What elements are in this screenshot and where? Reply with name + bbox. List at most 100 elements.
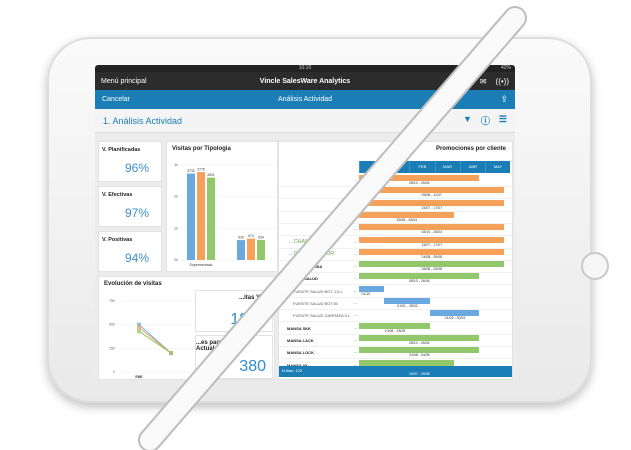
bar (237, 240, 245, 260)
pactadas-label: ...es pactadas Mes Actual (196, 340, 249, 352)
gantt-footer: N.filas: 120 15/07 - 25/08 (279, 366, 512, 377)
collapse-icon[interactable]: − (354, 190, 357, 197)
row-label: ...CHAN (289, 238, 310, 245)
gantt-row[interactable]: ...CHAN − 15/07 - 17/07 (279, 236, 512, 249)
promociones-gantt: Promociones por cliente ENE FEB MAR ABR MAY … (278, 141, 513, 380)
collapse-icon[interactable]: − (354, 214, 357, 221)
kpi-label: V. Efectivas (102, 192, 133, 198)
gantt-row[interactable]: FAVORITA MANSA − 26/08 - 05/08 (279, 261, 512, 274)
promotion-dates: 01/01 - 28/02 (397, 304, 418, 308)
data-point (169, 351, 173, 356)
promotion-dates: 15/07 - 17/07 (421, 242, 443, 247)
row-label: MANSA LACK (287, 337, 314, 343)
gantt-row[interactable]: − 05/08 - 11/07 (279, 187, 512, 200)
bar (207, 177, 215, 260)
data-point (137, 329, 141, 334)
y-tick-label: 0 (113, 370, 115, 374)
menu-icon[interactable]: ☰ (498, 114, 507, 124)
visitas-pactadas-card: ...es pactadas Mes Actual 380 (195, 335, 273, 379)
chart-title: Evolución de visitas (104, 281, 162, 287)
bar-data-label: 2601 (207, 173, 215, 177)
action-bar: Cancelar Análisis Actividad ⇪ (95, 90, 515, 109)
gantt-row[interactable]: FUENTE SALUD BOT 1,5 L −01/10 (279, 285, 512, 298)
app-screen: 10:10 42% Menú principal Vincle SalesWar… (95, 65, 515, 380)
gantt-row[interactable]: − 08/10 - 26/04 (279, 175, 512, 187)
promotion-bar[interactable] (359, 359, 454, 366)
ytd-value: 1812 (230, 311, 266, 328)
collapse-icon[interactable]: − (354, 251, 357, 258)
line-series (138, 330, 172, 354)
gantt-row[interactable]: MANSA LACK − 08/10 - 26/04 (279, 334, 512, 347)
app-title: Vincle SalesWare Analytics (259, 77, 351, 85)
promotion-dates: 01/03 - 30/04 (444, 316, 466, 321)
bar-data-label: 634 (258, 235, 264, 239)
kpi-value: 94% (124, 251, 149, 265)
y-tick-label: 750 (109, 299, 115, 303)
chart-title: Visitas por Tipologia (172, 146, 231, 152)
visitas-tipologia-card: Visitas por Tipologia 0k 1k 2k 3k 2730 2776 26… (166, 141, 279, 272)
row-label: FUENTE SALUD BOT.50 (293, 301, 338, 306)
gantt-row[interactable]: FUENTE SALUD BOT.50 − 01/01 - 28/02 (279, 298, 512, 310)
gantt-row[interactable]: − 08/10 - 26/04 (279, 224, 512, 237)
filter-icon[interactable]: ▼ (462, 114, 472, 124)
row-label: MANSA LOCK (287, 350, 314, 356)
bar (197, 172, 205, 260)
collapse-icon[interactable]: − (354, 202, 357, 209)
data-point (137, 325, 141, 330)
promotion-dates: 08/10 - 26/04 (409, 279, 430, 284)
kpi-label: V. Planificadas (102, 147, 141, 153)
kpi-value: 97% (124, 206, 149, 220)
gantt-row[interactable]: MANSA SKK − 10/08 - 25/05 (279, 322, 512, 335)
y-tick-label: 1k (174, 226, 178, 230)
collapse-icon[interactable]: − (354, 350, 357, 357)
row-count: N.filas: 120 (282, 368, 303, 373)
collapse-icon[interactable]: − (354, 313, 357, 320)
collapse-icon[interactable]: − (354, 239, 357, 246)
collapse-icon[interactable]: − (354, 301, 357, 307)
collapse-icon[interactable]: − (354, 227, 357, 234)
cancel-button[interactable]: Cancelar (102, 96, 131, 103)
gantt-row[interactable]: MANSA LOCK − 24/08 - 04/05 (279, 347, 512, 360)
promotion-dates: 24/08 - 04/05 (409, 353, 430, 358)
status-bar: 10:10 42% (95, 65, 515, 72)
main-menu-button[interactable]: Menú principal (101, 77, 147, 85)
gantt-row[interactable]: − 15/07 - 17/07 (279, 199, 512, 212)
collapse-icon[interactable]: − (354, 325, 357, 332)
share-icon[interactable]: ⇪ (500, 94, 508, 104)
gantt-row[interactable]: FUENTE SALUD GARRAFA 5 L − 01/03 - 30/04 (279, 310, 512, 323)
bar (247, 238, 255, 260)
page-header: 1. Análisis Actividad ▼ ⓘ ☰ (95, 109, 515, 133)
y-tick-label: 0k (174, 258, 178, 262)
promotion-dates: 08/10 - 26/04 (409, 340, 430, 345)
row-label: FAVORITA MANSA (287, 264, 323, 270)
gantt-row[interactable]: FUENTE SALUD − 08/10 - 26/04 (279, 273, 512, 286)
month-header: MAR (434, 161, 460, 173)
collapse-icon[interactable]: − (354, 288, 357, 295)
info-icon[interactable]: ⓘ (480, 116, 490, 126)
collapse-icon[interactable]: − (354, 178, 357, 184)
home-button[interactable] (581, 252, 609, 280)
promotion-dates: 26/08 - 05/08 (421, 267, 443, 272)
bar-data-label: 629 (238, 236, 244, 240)
gantt-row[interactable]: − 26/08 - 26/04 (279, 211, 512, 224)
gantt-month-header: ENE FEB MAR ABR MAY (359, 161, 510, 173)
bar (187, 173, 195, 260)
kpi-label: V. Positivas (102, 237, 133, 243)
kpi-card-efectivas: V. Efectivas 97% (98, 186, 162, 227)
collapse-icon[interactable]: − (354, 264, 357, 271)
month-header (359, 161, 384, 173)
collapse-icon[interactable]: − (354, 337, 357, 344)
promotion-dates: 24/08 - 05/08 (421, 254, 443, 259)
promotion-dates: 01/10 (361, 291, 371, 296)
promotion-dates: 05/08 - 11/07 (421, 193, 442, 198)
row-label: FUENTE SALUD GARRAFA 5 L (293, 313, 351, 319)
gantt-title: Promociones por cliente (435, 146, 506, 152)
mail-icon[interactable]: ✉ (479, 76, 487, 86)
row-label: MANSA SKK (287, 325, 312, 331)
broadcast-icon[interactable]: ((•)) (495, 76, 509, 86)
kpi-card-planificadas: V. Planificadas 96% (98, 141, 162, 182)
collapse-icon[interactable]: − (354, 276, 357, 283)
gantt-row[interactable]: ...O CARREFOUR − 24/08 - 05/08 (279, 248, 512, 261)
x-tick-label: ENE (135, 375, 143, 379)
row-label: FUENTE SALUD BOT 1,5 L (293, 288, 343, 294)
